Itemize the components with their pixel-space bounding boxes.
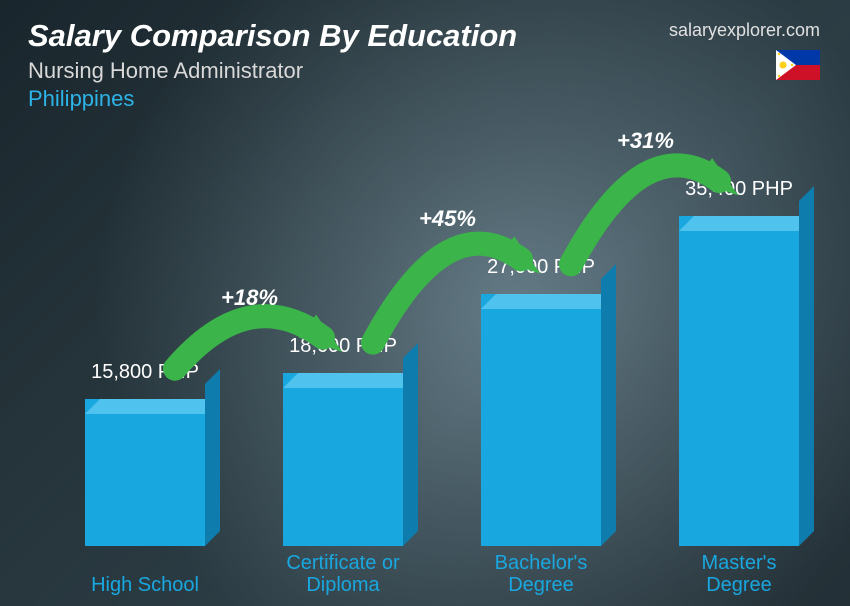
bar-top-face [283, 373, 418, 388]
bar: 15,800 PHP [85, 399, 205, 546]
bar-chart: 15,800 PHP High School 18,600 PHP Certifica… [0, 126, 820, 606]
bar: 18,600 PHP [283, 373, 403, 546]
bar-top-face [679, 216, 814, 231]
chart-country: Philippines [28, 86, 822, 112]
increase-percent: +45% [419, 206, 476, 232]
bar-label: High School [91, 574, 199, 596]
bar-value: 18,600 PHP [289, 335, 397, 358]
increase-percent: +18% [221, 285, 278, 311]
bar-side-face [205, 369, 220, 546]
bar-top-face [85, 399, 220, 414]
bar-label: Certificate orDiploma [286, 552, 399, 596]
flag-icon [776, 50, 820, 80]
bar: 35,400 PHP [679, 216, 799, 546]
bar-label: Bachelor'sDegree [495, 552, 588, 596]
chart-subtitle: Nursing Home Administrator [28, 58, 822, 84]
bar-side-face [799, 186, 814, 546]
bar-label: Master'sDegree [702, 552, 777, 596]
bar-side-face [601, 264, 616, 546]
bar-top-face [481, 294, 616, 309]
brand-label: salaryexplorer.com [669, 20, 820, 41]
bar-value: 27,000 PHP [487, 256, 595, 279]
bar-value: 15,800 PHP [91, 361, 199, 384]
increase-percent: +31% [617, 128, 674, 154]
bar: 27,000 PHP [481, 294, 601, 546]
bar-value: 35,400 PHP [685, 178, 793, 201]
bar-side-face [403, 343, 418, 546]
